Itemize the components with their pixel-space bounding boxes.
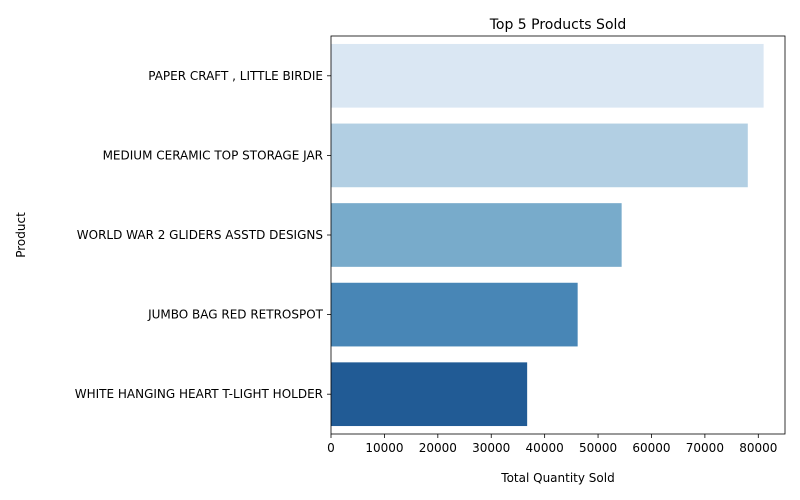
x-axis-ticks: 0 10000 20000 30000 40000 50000 60000 70000 8000… [327, 434, 777, 455]
category-label: MEDIUM CERAMIC TOP STORAGE JAR [103, 148, 323, 162]
x-tick-label: 80000 [739, 441, 777, 455]
x-tick-label: 40000 [526, 441, 564, 455]
category-label: PAPER CRAFT , LITTLE BIRDIE [148, 69, 323, 83]
category-labels: PAPER CRAFT , LITTLE BIRDIE MEDIUM CERAMI… [75, 69, 331, 401]
category-label: WHITE HANGING HEART T-LIGHT HOLDER [75, 387, 323, 401]
chart-title: Top 5 Products Sold [489, 17, 627, 33]
x-tick-label: 70000 [686, 441, 724, 455]
x-tick-label: 60000 [632, 441, 670, 455]
x-axis-title: Total Quantity Sold [500, 471, 614, 485]
bar [331, 282, 578, 347]
x-tick-label: 20000 [419, 441, 457, 455]
bar [331, 362, 528, 427]
plot-frame [330, 35, 786, 435]
x-tick-label: 10000 [365, 441, 403, 455]
bar [331, 203, 622, 267]
y-axis-title: Product [14, 212, 28, 258]
bar [331, 123, 748, 188]
x-tick-label: 0 [327, 441, 335, 455]
category-label: JUMBO BAG RED RETROSPOT [147, 308, 324, 322]
category-label: WORLD WAR 2 GLIDERS ASSTD DESIGNS [77, 228, 323, 242]
bar [331, 43, 764, 108]
bars-group [331, 43, 764, 427]
x-tick-label: 30000 [472, 441, 510, 455]
x-tick-label: 50000 [579, 441, 617, 455]
